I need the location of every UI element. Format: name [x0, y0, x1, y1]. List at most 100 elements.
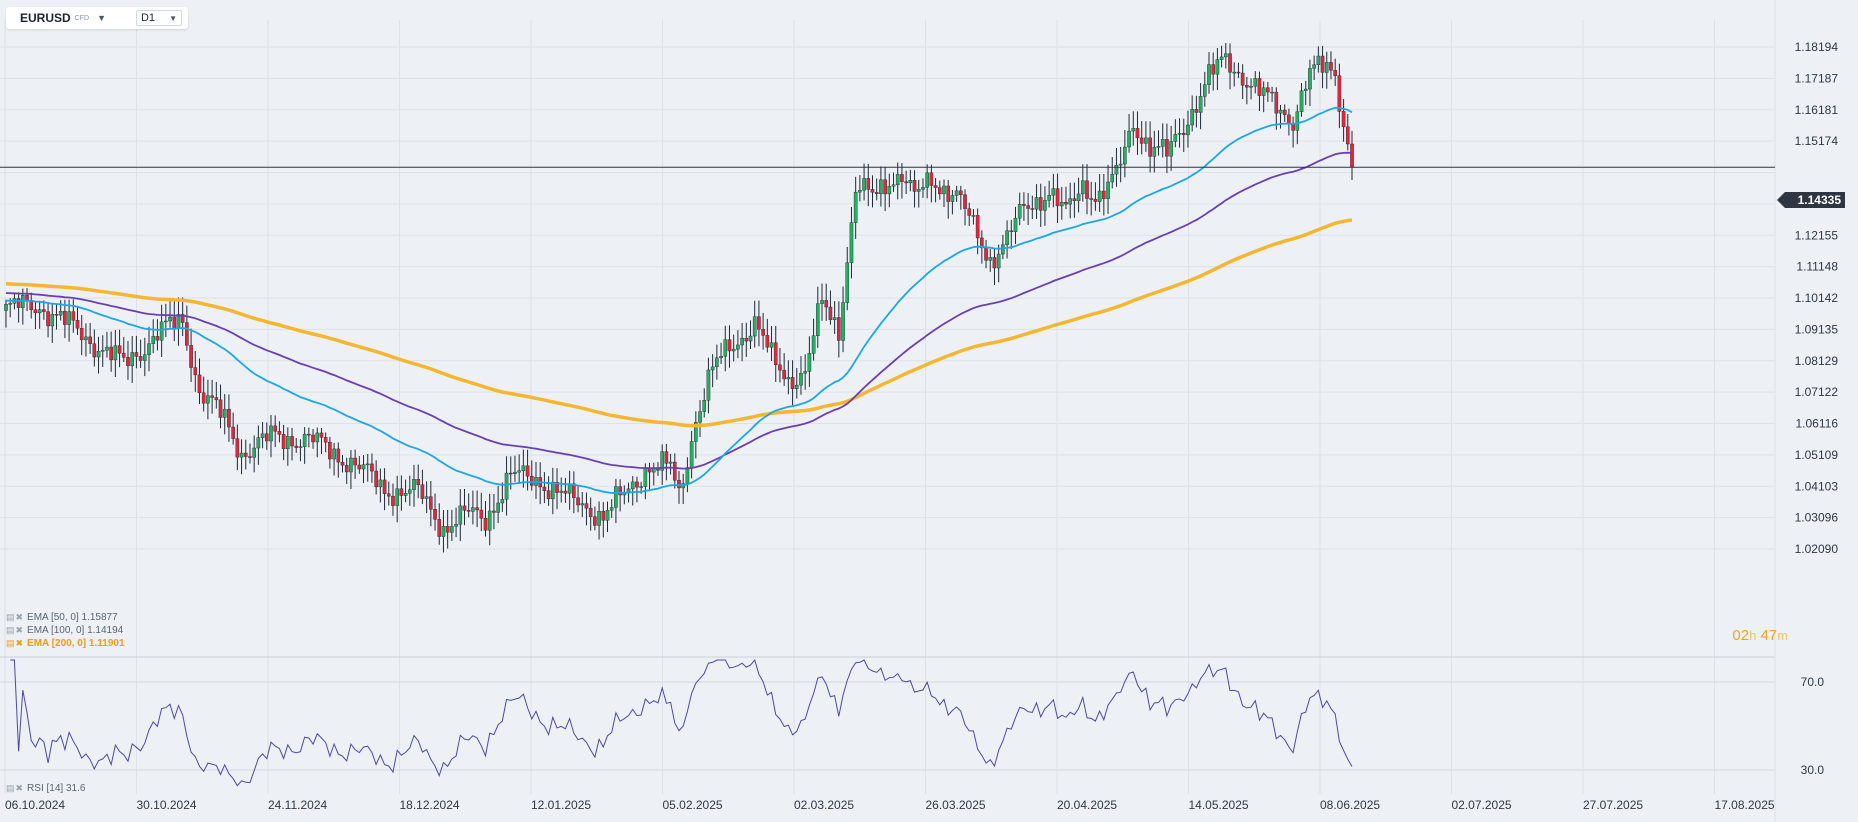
candle-body: [1215, 59, 1220, 75]
candle-body: [504, 472, 509, 500]
price-tick-label: 1.09135: [1795, 322, 1839, 336]
candle-body: [1135, 128, 1140, 139]
candle-body: [1257, 78, 1262, 96]
candle-body: [1303, 88, 1308, 91]
candle-body: [197, 374, 202, 394]
candle-body: [883, 179, 887, 195]
candle-body: [239, 452, 244, 458]
candle-body: [580, 503, 585, 506]
candle-body: [4, 304, 8, 311]
candle-body: [96, 351, 101, 358]
candle-body: [1085, 180, 1089, 199]
chevron-down-icon[interactable]: ▼: [97, 13, 106, 23]
candle-body: [109, 346, 113, 361]
candle-body: [168, 316, 172, 322]
candle-body: [702, 400, 707, 412]
candle-body: [50, 314, 55, 327]
candle-body: [1295, 111, 1300, 131]
candle-body: [937, 187, 942, 195]
candle-body: [837, 317, 841, 341]
candle-body: [1266, 87, 1270, 93]
candle-body: [601, 510, 606, 521]
candle-body: [58, 311, 63, 316]
candle-body: [1312, 64, 1316, 69]
candle-body: [744, 337, 749, 342]
candle-body: [433, 509, 437, 520]
candle-body: [378, 479, 383, 488]
legend-ema50[interactable]: ▤✖ EMA [50, 0] 1.15877: [6, 612, 118, 623]
candle-body: [1202, 84, 1207, 97]
candle-body: [294, 445, 299, 448]
candle-body: [651, 468, 656, 473]
legend-ema100[interactable]: ▤✖ EMA [100, 0] 1.14194: [6, 625, 123, 636]
candle-body: [492, 510, 496, 513]
settings-icon[interactable]: ▤✖: [6, 783, 25, 793]
settings-icon[interactable]: ▤✖: [6, 638, 25, 648]
candle-body: [933, 185, 938, 188]
candle-body: [1047, 195, 1051, 201]
candle-body: [54, 314, 59, 316]
candle-body: [816, 303, 820, 336]
candle-body: [479, 509, 484, 519]
candle-body: [921, 187, 925, 190]
candle-body: [1236, 71, 1241, 74]
candle-body: [677, 479, 681, 489]
candle-body: [980, 237, 984, 249]
price-tick-label: 1.16181: [1795, 103, 1839, 117]
candle-body: [33, 309, 38, 314]
legend-ema200[interactable]: ▤✖ EMA [200, 0] 1.11901: [6, 638, 125, 649]
date-tick-label: 02.03.2025: [794, 798, 854, 812]
candle-body: [189, 345, 193, 368]
ema100-line: [5, 151, 1353, 470]
candle-body: [1139, 137, 1144, 144]
settings-icon[interactable]: ▤✖: [6, 612, 25, 622]
candle-body: [264, 433, 269, 442]
candle-body: [143, 354, 147, 361]
candle-body: [963, 194, 967, 209]
candle-body: [971, 215, 976, 217]
candle-body: [269, 425, 273, 442]
candle-body: [416, 479, 421, 485]
candle-body: [1144, 137, 1148, 144]
candle-body: [820, 300, 824, 304]
candle-body: [1350, 143, 1354, 168]
candle-body: [117, 345, 122, 354]
candle-body: [193, 367, 198, 376]
candle-body: [988, 257, 993, 261]
date-tick-label: 02.07.2025: [1452, 798, 1512, 812]
candle-body: [1131, 128, 1136, 132]
candle-body: [500, 499, 505, 504]
candle-body: [1110, 173, 1115, 183]
candle-body: [349, 457, 353, 473]
candle-body: [1043, 200, 1047, 211]
candle-body: [858, 189, 862, 193]
legend-rsi[interactable]: ▤✖ RSI [14] 31.6: [6, 783, 85, 794]
candle-body: [151, 336, 156, 344]
price-tick-label: 1.08129: [1795, 354, 1839, 368]
candle-body: [1114, 164, 1119, 175]
candle-body: [1341, 111, 1346, 127]
symbol-label[interactable]: EURUSD: [20, 11, 71, 25]
candle-body: [126, 357, 130, 367]
candle-body: [176, 314, 181, 329]
candle-body: [1156, 146, 1161, 148]
candle-body: [555, 481, 559, 493]
candle-body: [420, 484, 425, 499]
candle-body: [302, 433, 307, 447]
candle-body: [332, 448, 336, 460]
candle-body: [374, 470, 378, 488]
candle-body: [248, 456, 252, 458]
candle-body: [88, 336, 92, 344]
settings-icon[interactable]: ▤✖: [6, 625, 25, 635]
candle-body: [315, 432, 320, 443]
candle-body: [1282, 109, 1287, 116]
candle-countdown: 02h 47m: [1732, 627, 1788, 644]
candle-body: [353, 457, 357, 466]
candle-body: [992, 257, 997, 269]
candle-body: [67, 311, 71, 325]
candle-body: [130, 352, 134, 367]
candle-body: [866, 178, 871, 190]
candle-body: [37, 309, 42, 314]
timeframe-select[interactable]: D1 ▼: [135, 10, 182, 26]
